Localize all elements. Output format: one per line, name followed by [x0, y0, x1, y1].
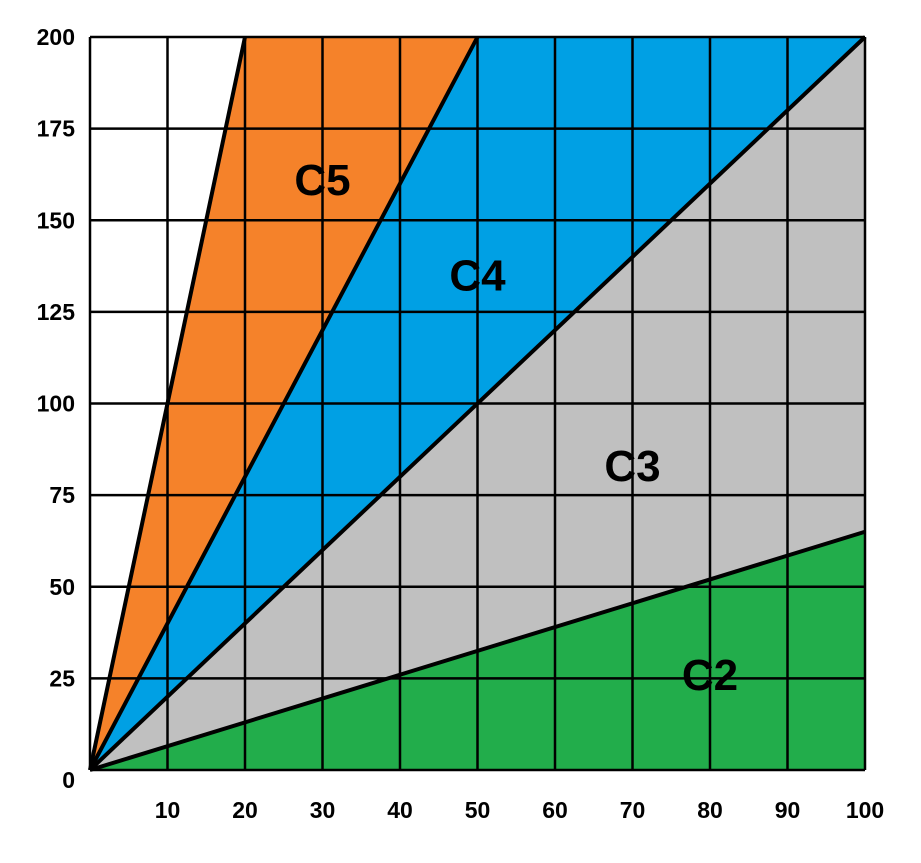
y-tick-label-25: 25	[49, 665, 75, 691]
y-tick-label-100: 100	[37, 391, 75, 417]
y-tick-label-150: 150	[37, 207, 75, 233]
y-axis-ticks: 0 25 50 75 100 125 150 175 200	[37, 24, 76, 793]
x-tick-label-20: 20	[232, 797, 258, 823]
y-tick-label-0: 0	[62, 767, 75, 793]
x-tick-label-100: 100	[846, 797, 884, 823]
x-tick-label-80: 80	[697, 797, 723, 823]
x-tick-label-70: 70	[620, 797, 646, 823]
boundary-line-2	[88, 36, 480, 771]
region-label-c5: C5	[294, 156, 350, 205]
x-tick-label-40: 40	[387, 797, 413, 823]
y-tick-label-200: 200	[37, 24, 75, 50]
grid-layer	[88, 35, 867, 772]
y-tick-label-175: 175	[37, 116, 76, 142]
x-tick-label-50: 50	[465, 797, 491, 823]
boundary-lines-layer	[88, 35, 867, 772]
y-tick-label-125: 125	[37, 299, 76, 325]
region-label-c4: C4	[449, 252, 506, 301]
y-tick-label-75: 75	[49, 482, 75, 508]
boundary-line-4	[89, 529, 866, 772]
boundary-line-3	[88, 35, 867, 772]
y-tick-label-50: 50	[49, 574, 75, 600]
x-tick-label-60: 60	[542, 797, 568, 823]
x-tick-label-90: 90	[775, 797, 801, 823]
region-label-c2: C2	[682, 651, 738, 700]
region-labels-layer: C5 C4 C3 C2	[294, 156, 738, 700]
boundary-line-1	[88, 36, 247, 771]
x-tick-label-10: 10	[155, 797, 181, 823]
x-axis-ticks: 10 20 30 40 50 60 70 80 90 100	[155, 797, 884, 823]
x-tick-label-30: 30	[310, 797, 336, 823]
region-label-c3: C3	[604, 442, 660, 491]
